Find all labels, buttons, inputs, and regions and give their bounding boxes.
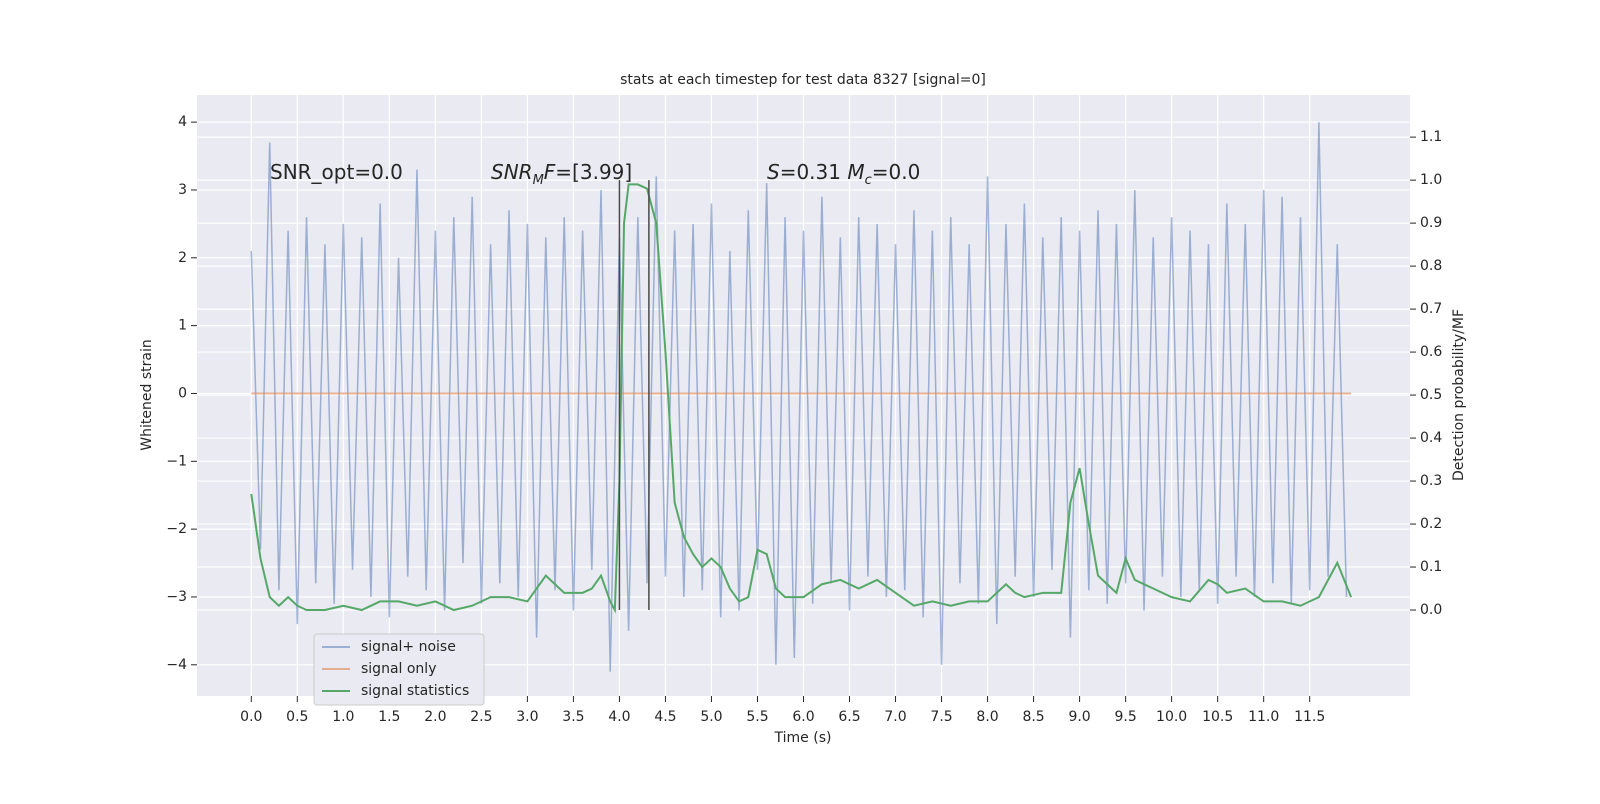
x-tick-label: 2.5: [470, 709, 492, 725]
x-tick-label: 1.5: [378, 709, 400, 725]
x-tick-label: 0.5: [286, 709, 308, 725]
y2-tick-label: 0.5: [1420, 387, 1442, 403]
y2-tick-label: 0.3: [1420, 473, 1442, 489]
legend-label: signal only: [361, 661, 436, 677]
annotation-part: =0.31: [780, 160, 848, 184]
annotation-part: SNR_opt=0.0: [270, 160, 403, 184]
x-tick-label: 5.0: [700, 709, 722, 725]
y2-tick-label: 0.8: [1420, 258, 1442, 274]
series-line: [250, 183, 1353, 614]
annotation: SNRMF=[3.99]: [491, 160, 632, 189]
annotation: S=0.31 Mc=0.0: [767, 160, 920, 189]
annotation-part: =[3.99]: [555, 160, 632, 184]
y2-tick-label: 0.2: [1420, 516, 1442, 532]
x-tick-label: 3.5: [562, 709, 584, 725]
chart-title: stats at each timestep for test data 832…: [620, 72, 986, 88]
x-tick-label: 4.5: [654, 709, 676, 725]
x-tick-label: 9.5: [1114, 709, 1136, 725]
x-tick-label: 4.0: [608, 709, 630, 725]
y2-axis-label: Detection probability/MF: [1451, 309, 1467, 481]
x-tick-label: 11.0: [1248, 709, 1279, 725]
y-axis-label: Whitened strain: [139, 339, 155, 450]
annotation-part: =0.0: [872, 160, 921, 184]
y-tick-label: 1: [178, 318, 187, 334]
annotation-part: M: [533, 173, 544, 188]
x-tick-label: 2.0: [424, 709, 446, 725]
x-tick-label: 7.0: [884, 709, 906, 725]
series-line: [250, 122, 1348, 672]
x-tick-label: 10.0: [1156, 709, 1187, 725]
legend: signal+ noise signal only signal statistic…: [313, 633, 485, 706]
y-tick-label: −3: [166, 589, 187, 605]
annotation-part: M: [847, 160, 864, 184]
y2-tick-label: 0.4: [1420, 430, 1442, 446]
y-tick-label: −1: [166, 453, 187, 469]
y2-tick-label: 0.9: [1420, 215, 1442, 231]
legend-label: signal+ noise: [361, 639, 456, 655]
annotation-part: c: [865, 173, 872, 188]
x-axis-label: Time (s): [774, 730, 832, 746]
x-tick-label: 9.0: [1068, 709, 1090, 725]
annotation-part: F: [544, 160, 556, 184]
y2-tick-label: 1.0: [1420, 172, 1442, 188]
annotation-part: S: [767, 160, 780, 184]
x-tick-label: 7.5: [930, 709, 952, 725]
x-tick-label: 5.5: [746, 709, 768, 725]
y-tick-label: 4: [178, 114, 187, 130]
annotation: SNR_opt=0.0: [270, 160, 403, 184]
legend-box: [313, 633, 485, 706]
y-tick-label: −4: [166, 657, 187, 673]
x-tick-label: 6.0: [792, 709, 814, 725]
y2-tick-label: 0.7: [1420, 301, 1442, 317]
y2-tick-label: 0.1: [1420, 559, 1442, 575]
y2-tick-label: 0.0: [1420, 602, 1442, 618]
x-tick-label: 11.5: [1294, 709, 1325, 725]
x-tick-label: 0.0: [240, 709, 262, 725]
y-tick-label: 0: [178, 385, 187, 401]
x-tick-label: 8.5: [1022, 709, 1044, 725]
x-tick-label: 10.5: [1202, 709, 1233, 725]
legend-label: signal statistics: [361, 683, 469, 699]
y-tick-label: 3: [178, 182, 187, 198]
x-tick-label: 6.5: [838, 709, 860, 725]
y-tick-label: 2: [178, 250, 187, 266]
y2-tick-label: 0.6: [1420, 344, 1442, 360]
annotation-part: SNR: [491, 160, 533, 184]
x-tick-label: 3.0: [516, 709, 538, 725]
x-tick-label: 8.0: [976, 709, 998, 725]
x-tick-label: 1.0: [332, 709, 354, 725]
y-tick-label: −2: [166, 521, 187, 537]
y2-tick-label: 1.1: [1420, 129, 1442, 145]
